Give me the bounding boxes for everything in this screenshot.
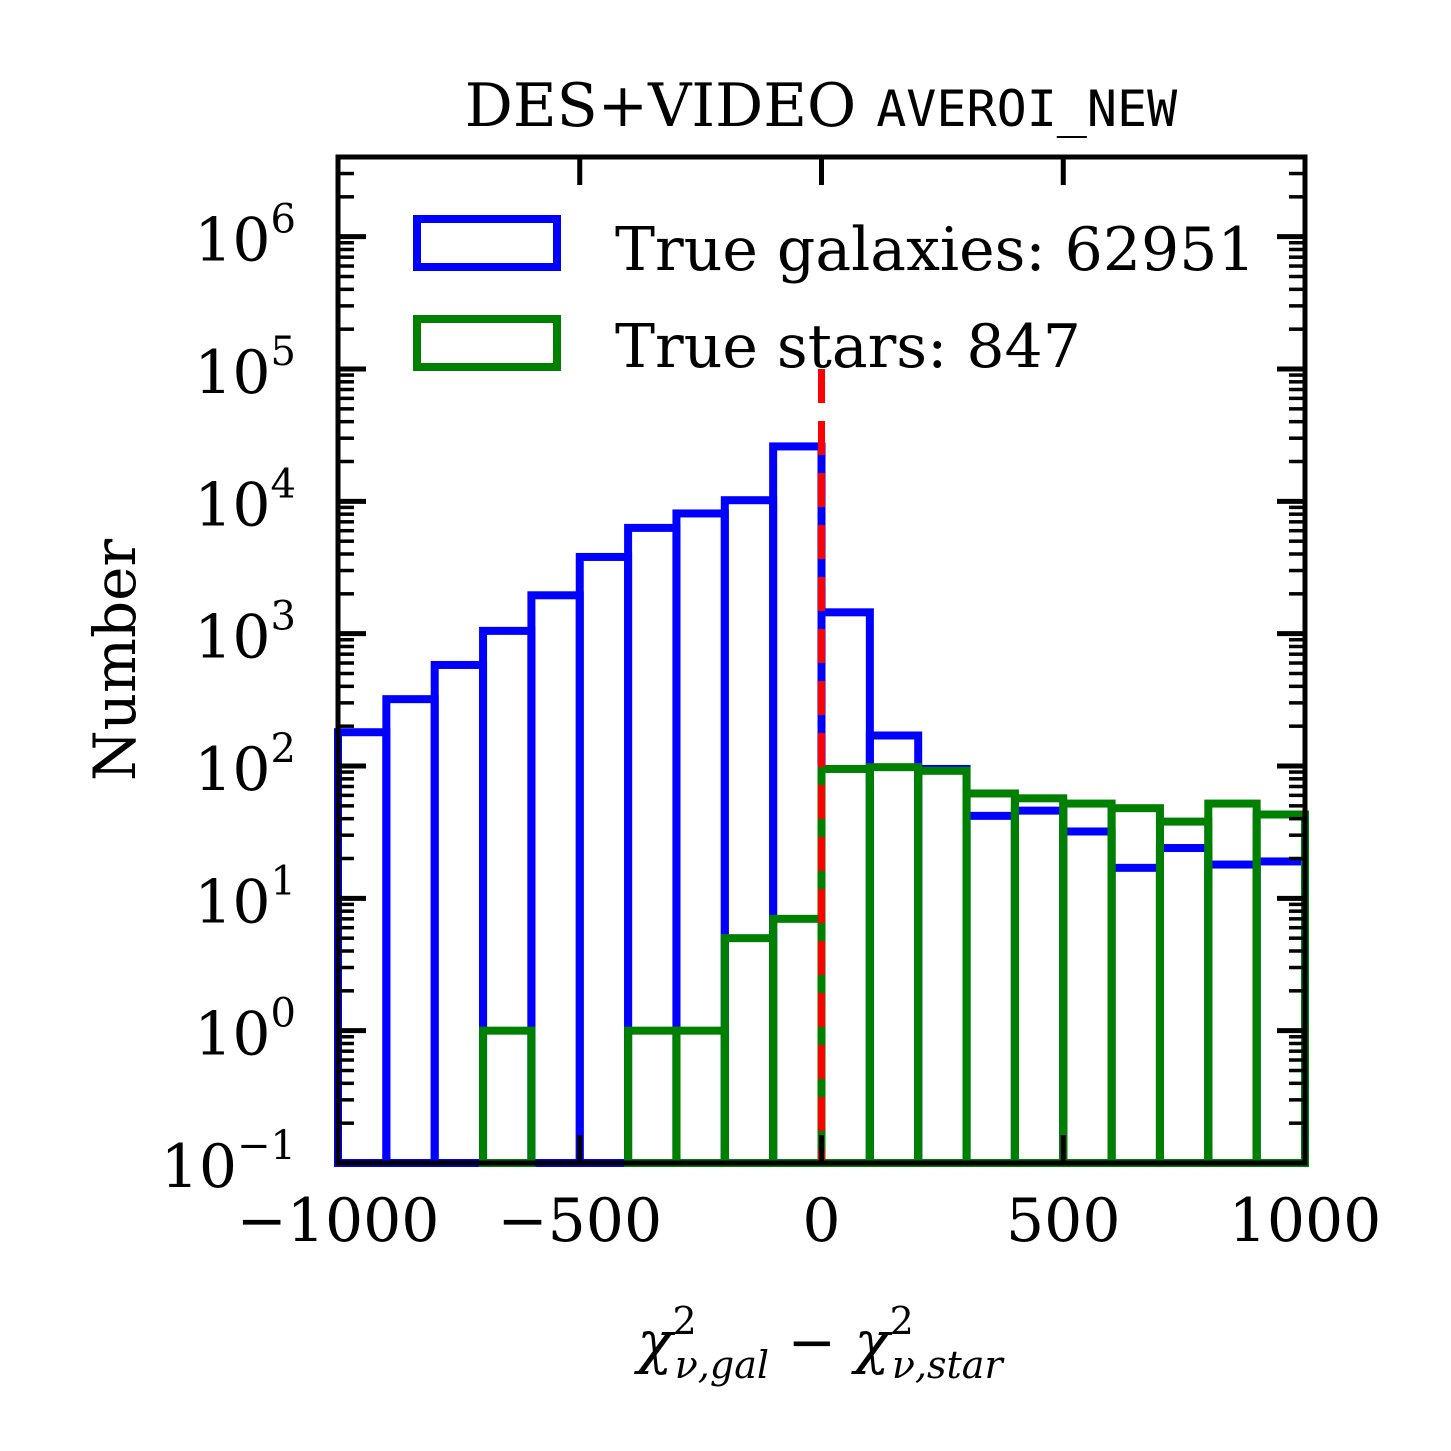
x-tick-label: −500: [497, 1186, 662, 1256]
x-tick-label: 0: [802, 1186, 840, 1256]
x-tick-label: −1000: [237, 1186, 440, 1256]
y-tick-label: 102: [194, 726, 296, 805]
y-tick-label: 101: [194, 858, 296, 937]
y-tick-label: 106: [194, 197, 296, 276]
legend: True galaxies: 62951 True stars: 847: [413, 215, 1256, 382]
legend-label-stars: True stars: 847: [615, 312, 1081, 382]
legend-swatch-galaxies: [413, 215, 561, 271]
x-tick-label: 1000: [1229, 1186, 1382, 1256]
x-axis-label: χ2 ν,gal − χ2 ν,star: [633, 1299, 1005, 1387]
chart-title: DES+VIDEO AVEROI_NEW: [465, 71, 1178, 141]
y-tick-label: 105: [194, 329, 296, 408]
y-tick-label: 100: [194, 991, 296, 1070]
legend-swatch-stars: [413, 315, 561, 371]
y-tick-label: 103: [194, 594, 296, 673]
y-tick-label: 10−1: [161, 1123, 296, 1202]
x-tick-label: 500: [1006, 1186, 1121, 1256]
legend-label-galaxies: True galaxies: 62951: [615, 215, 1256, 285]
y-tick-label: 104: [194, 461, 296, 540]
y-axis-label: Number: [81, 539, 149, 782]
plot-frame: [335, 154, 1308, 1166]
